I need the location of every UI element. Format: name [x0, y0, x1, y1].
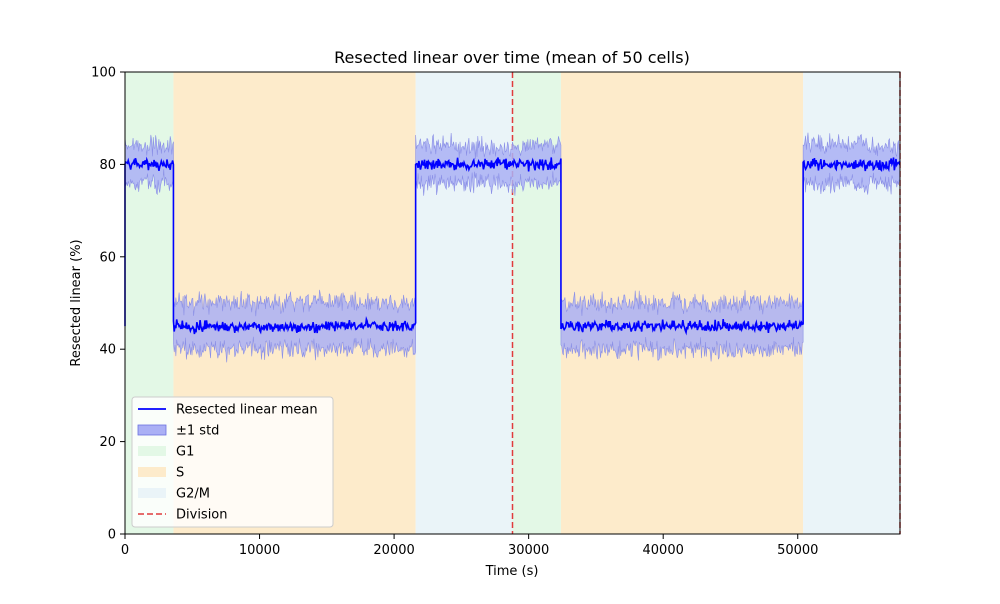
phase-band-s-4 [560, 72, 804, 534]
legend: Resected linear mean ±1 std G1 S G2/M Divisio… [131, 396, 334, 528]
plot-frame [124, 71, 901, 535]
y-tick-label-5: 100 [91, 66, 116, 81]
x-tick-label-5: 50000 [777, 543, 818, 558]
legend-swatch-patch [138, 446, 166, 456]
legend-item-std: ±1 std [137, 424, 219, 439]
y-tick-label-2: 40 [99, 343, 116, 358]
chart-title: Resected linear over time (mean of 50 ce… [334, 48, 690, 67]
x-tick-label-2: 20000 [373, 543, 414, 558]
legend-swatch-patch [137, 424, 167, 436]
y-tick-label-3: 60 [99, 250, 116, 265]
legend-box [131, 396, 334, 528]
legend-swatch-patch [138, 488, 166, 498]
legend-swatch-patch [138, 467, 166, 477]
y-tick-label-1: 20 [99, 435, 116, 450]
y-tick-label-4: 80 [99, 158, 116, 173]
legend-item-s: S [138, 466, 184, 481]
legend-label: S [176, 466, 184, 481]
legend-label: Division [176, 508, 228, 523]
legend-item-division: Division [138, 508, 228, 523]
x-tick-label-0: 0 [121, 543, 129, 558]
y-axis-label: Resected linear (%) [69, 239, 84, 366]
legend-label: Resected linear mean [176, 403, 318, 418]
x-axis-ticks: 0 10000 20000 30000 40000 50000 [121, 534, 818, 558]
mean-series-line [124, 156, 901, 336]
legend-item-g2-m: G2/M [138, 487, 210, 502]
legend-label: G2/M [176, 487, 210, 502]
phase-band-g2-m-2 [415, 72, 513, 534]
legend-label: ±1 std [176, 424, 219, 439]
legend-label: G1 [176, 445, 194, 460]
x-tick-label-4: 40000 [643, 543, 684, 558]
legend-item-g1: G1 [138, 445, 194, 460]
mean-line [124, 156, 901, 336]
x-axis-label: Time (s) [485, 564, 539, 579]
x-tick-label-3: 30000 [508, 543, 549, 558]
y-axis-ticks: 0 20 40 60 80 100 [91, 66, 125, 543]
phase-band-g1-3 [512, 72, 561, 534]
y-tick-label-0: 0 [108, 528, 116, 543]
phase-band-g2-m-5 [803, 72, 900, 534]
legend-item-resected-linear-mean: Resected linear mean [138, 403, 318, 418]
x-tick-label-1: 10000 [239, 543, 280, 558]
